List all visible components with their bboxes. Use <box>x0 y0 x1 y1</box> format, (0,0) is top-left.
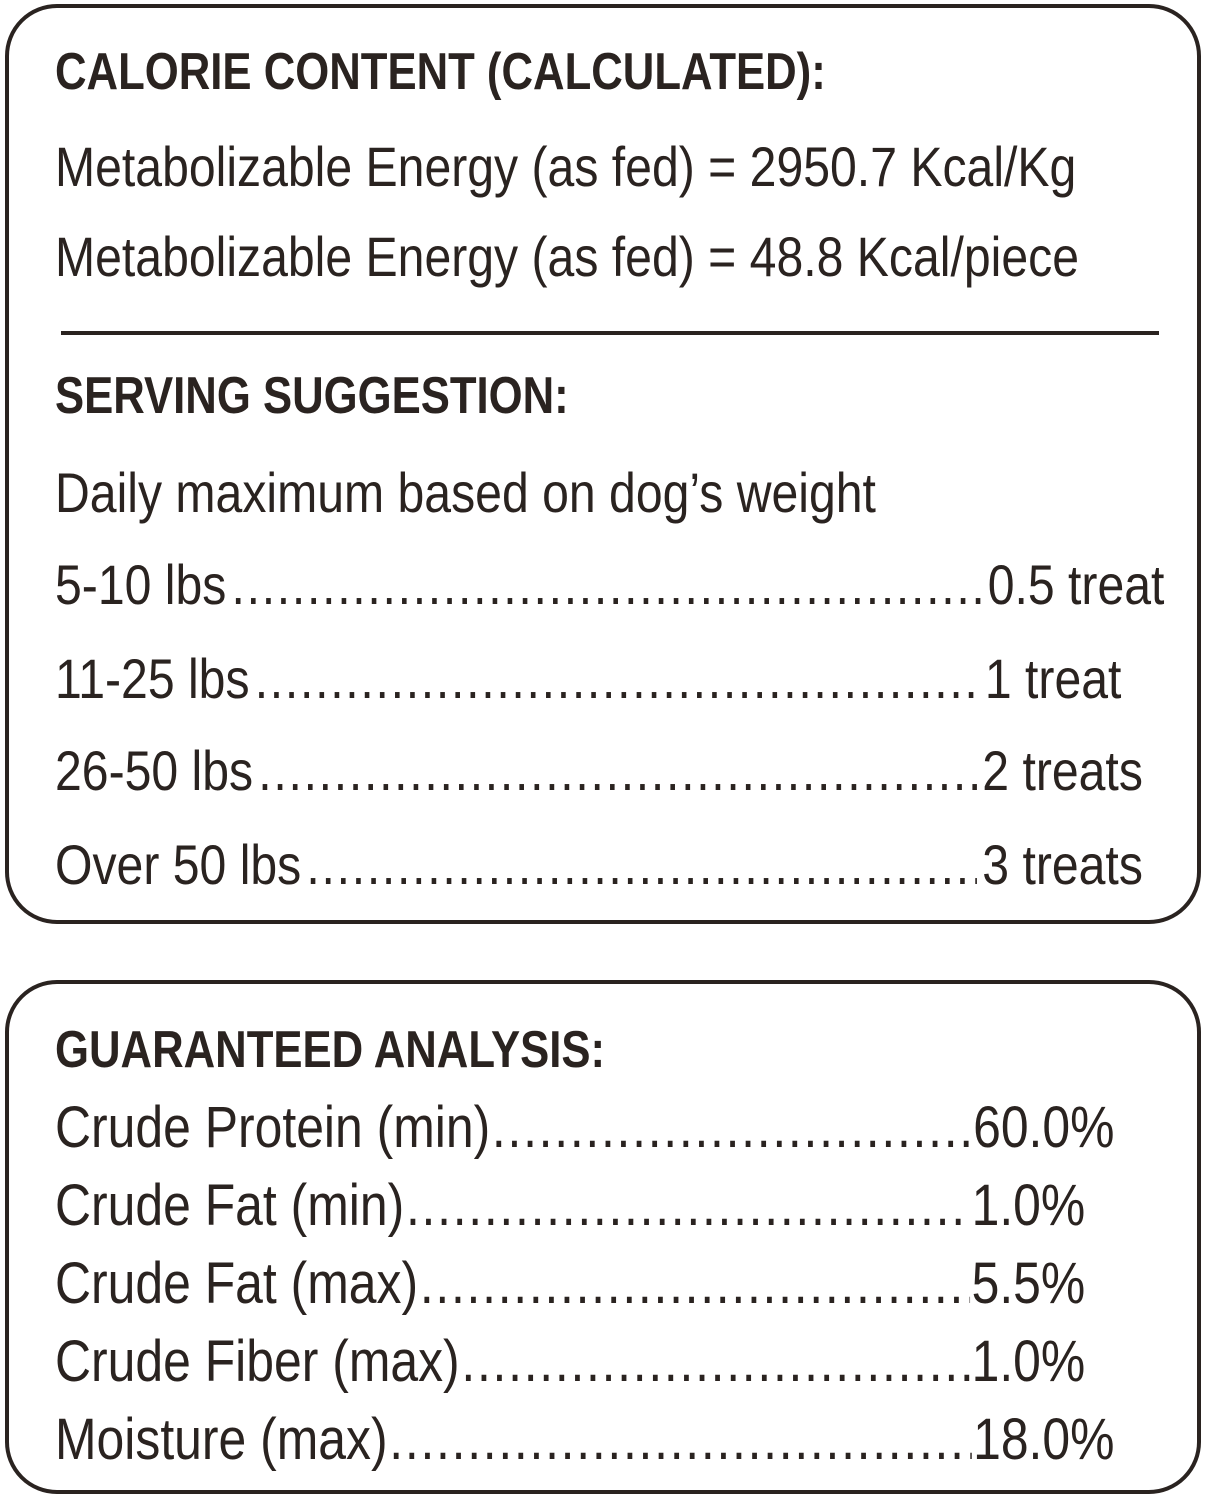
analysis-row: Crude Fiber (max) 1.0% <box>55 1328 1085 1395</box>
serving-row: 11-25 lbs 1 treat <box>55 646 1121 711</box>
calorie-serving-panel: CALORIE CONTENT (CALCULATED): Metaboliza… <box>5 4 1201 924</box>
nutrient-value: 1.0% <box>971 1329 1086 1394</box>
nutrient-value: 1.0% <box>971 1173 1086 1238</box>
serving-amount: 0.5 treat <box>987 553 1165 616</box>
analysis-heading: GUARANTEED ANALYSIS: <box>55 1021 606 1079</box>
calorie-heading: CALORIE CONTENT (CALCULATED): <box>55 43 826 101</box>
dot-leader <box>258 738 977 803</box>
serving-amount: 2 treats <box>982 739 1143 802</box>
dot-leader <box>255 646 980 711</box>
serving-row: Over 50 lbs 3 treats <box>55 832 1143 897</box>
nutrient-value: 5.5% <box>971 1251 1086 1316</box>
section-divider <box>61 331 1159 335</box>
dot-leader <box>232 552 983 617</box>
analysis-row: Crude Fat (max) 5.5% <box>55 1250 1085 1317</box>
dot-leader <box>420 1250 970 1317</box>
nutrient-value: 18.0% <box>973 1407 1115 1472</box>
analysis-row: Moisture (max) 18.0% <box>55 1406 1115 1473</box>
guaranteed-analysis-panel: GUARANTEED ANALYSIS: Crude Protein (min)… <box>5 980 1201 1494</box>
nutrient-value: 60.0% <box>973 1095 1115 1160</box>
serving-heading: SERVING SUGGESTION: <box>55 367 569 425</box>
nutrient-label: Crude Protein (min) <box>55 1095 491 1160</box>
dot-leader <box>389 1406 971 1473</box>
analysis-row: Crude Protein (min) 60.0% <box>55 1094 1115 1161</box>
serving-weight-label: 11-25 lbs <box>55 647 250 710</box>
serving-weight-label: Over 50 lbs <box>55 833 302 896</box>
dot-leader <box>306 832 977 897</box>
nutrient-label: Crude Fat (max) <box>55 1251 419 1316</box>
serving-row: 5-10 lbs 0.5 treat <box>55 552 1164 617</box>
analysis-row: Crude Fat (min) 1.0% <box>55 1172 1085 1239</box>
serving-amount: 3 treats <box>982 833 1143 896</box>
dot-leader <box>492 1094 971 1161</box>
serving-weight-label: 5-10 lbs <box>55 553 227 616</box>
dot-leader <box>406 1172 970 1239</box>
dot-leader <box>461 1328 969 1395</box>
energy-per-piece-line: Metabolizable Energy (as fed) = 48.8 Kca… <box>55 225 1079 288</box>
nutrient-label: Crude Fat (min) <box>55 1173 405 1238</box>
serving-row: 26-50 lbs 2 treats <box>55 738 1143 803</box>
serving-amount: 1 treat <box>984 647 1122 710</box>
serving-intro: Daily maximum based on dog’s weight <box>55 461 876 524</box>
energy-per-kg-line: Metabolizable Energy (as fed) = 2950.7 K… <box>55 135 1077 198</box>
nutrient-label: Moisture (max) <box>55 1407 388 1472</box>
serving-weight-label: 26-50 lbs <box>55 739 254 802</box>
nutrient-label: Crude Fiber (max) <box>55 1329 460 1394</box>
